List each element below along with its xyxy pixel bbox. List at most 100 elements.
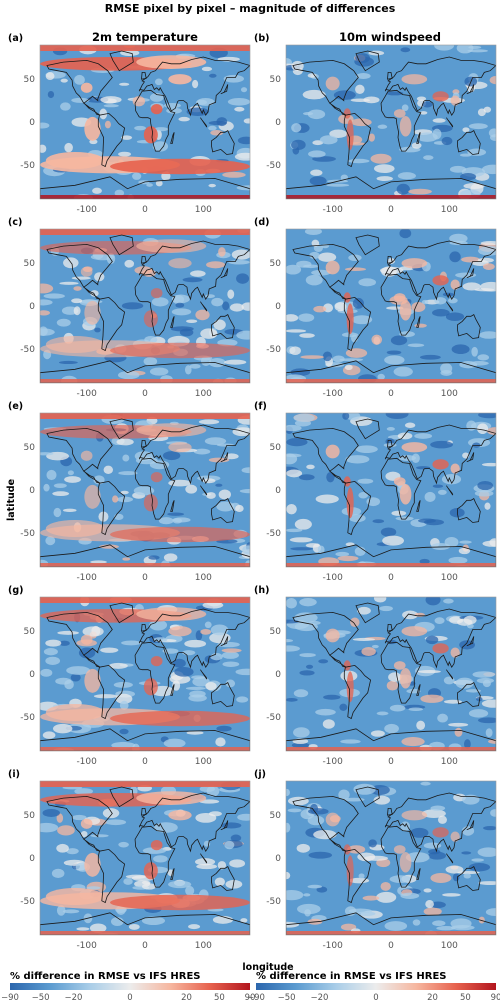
coastline [384,240,496,301]
heatmap-cell [385,413,409,420]
y-tick-label: 50 [24,811,36,821]
heatmap-cell [189,690,206,698]
coastline [446,485,454,496]
heatmap-field [40,229,250,383]
heatmap-cell [119,82,130,86]
heatmap-cell [451,344,470,355]
panel-frame [39,412,251,568]
heatmap-cell [477,480,494,491]
heatmap-cell [237,813,250,821]
heatmap-cell [348,158,370,164]
x-tick-label: 100 [441,389,458,399]
heatmap-cell [286,921,300,928]
y-tick-label: 0 [275,486,281,496]
heatmap-cell [123,878,133,885]
coastline [387,440,393,448]
heatmap-cell [241,467,250,474]
heatmap-cell [216,725,232,732]
heatmap-cell [380,527,397,537]
y-tick-label: 0 [275,118,281,128]
x-tick-label: 0 [142,389,148,399]
heatmap-cell [441,474,462,485]
coastlines [40,602,250,751]
heatmap-cell [209,632,231,644]
y-tick-label: 50 [270,627,282,637]
heatmap-cell [424,491,436,502]
heatmap-cell [307,109,326,120]
coastline [141,440,147,448]
heatmap-cell [125,874,147,879]
heatmap-cell [358,278,377,287]
heatmap-cell [396,183,410,195]
heatmap-cell [56,905,66,916]
heatmap-cell [286,314,299,322]
heatmap-polar-band [286,747,496,751]
heatmap-cell [286,503,297,515]
heatmap-polar-band [286,195,496,199]
y-tick-label: -50 [20,897,35,907]
coastline [97,296,126,352]
heatmap-polar-band [286,563,496,567]
heatmap-cell [420,694,444,703]
coastline [170,132,175,144]
heatmap-cell [311,239,320,247]
y-tick-label: 50 [270,443,282,453]
heatmap-cell [401,737,425,747]
heatmap-cell [298,313,315,322]
y-tick-label: -50 [266,161,281,171]
coastline [141,255,147,264]
coastline [211,866,235,891]
heatmap-hotspot [150,840,163,851]
heatmap-cell [337,555,359,562]
heatmap-cell [344,267,367,272]
colorbar-tick-label: −50 [32,993,50,1003]
heatmap-cell [286,264,302,275]
heatmap-cell [192,676,210,687]
panel-frame [285,596,497,752]
heatmap-cell [199,785,215,793]
heatmap-cell [56,318,71,327]
heatmap-cell [192,79,199,89]
panel-label: (g) [8,585,23,596]
heatmap-cell [355,445,378,454]
heatmap-polar-band [40,563,250,567]
heatmap-field [286,413,496,567]
heatmap-cell [468,45,482,50]
heatmap-hotspot [325,76,340,91]
heatmap-cell [418,518,436,524]
heatmap-cell [416,96,427,101]
heatmap-cell [198,419,220,425]
heatmap-cell [482,679,491,688]
panel-b: (b) -100 0 100 -50 0 50 [254,33,497,215]
heatmap-cell [371,334,383,345]
heatmap-cell [230,834,242,842]
coastline [466,820,475,831]
heatmap-cell [357,478,374,484]
heatmap-cell [393,366,413,377]
heatmap-hotspot [399,300,412,321]
panel-label: (i) [8,769,20,780]
heatmap-hotspot [150,472,163,483]
heatmap-cell [468,123,488,130]
heatmap-cell [286,890,304,901]
heatmap-field [40,45,250,199]
heatmap-cell [460,173,477,181]
heatmap-cell [121,640,142,646]
x-tick-label: 100 [195,573,212,583]
coastline [134,89,176,152]
heatmap-cell [452,873,460,882]
heatmap-cell [428,851,447,860]
coastline [343,664,372,720]
heatmap-cell [379,605,393,612]
heatmap-cell [485,728,493,738]
heatmap-hotspot [80,82,93,93]
coastline [134,641,176,704]
heatmap-cell [221,651,239,659]
heatmap-cell [304,229,322,235]
heatmap-cell [461,851,472,855]
heatmap-cell [103,465,114,474]
panel-g: (g) -100 0 100 -50 0 50 [8,585,251,767]
heatmap-cell [235,504,244,513]
panel-frame [39,596,251,752]
